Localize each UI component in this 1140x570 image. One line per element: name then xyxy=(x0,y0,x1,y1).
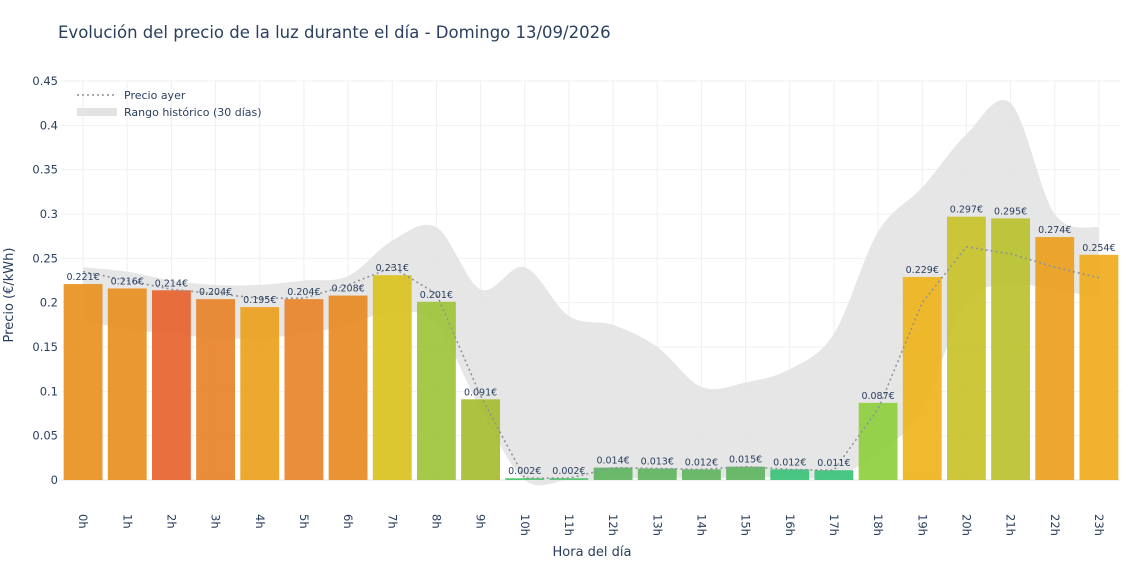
price-bar xyxy=(726,466,766,480)
y-tick-label: 0.35 xyxy=(32,163,58,177)
x-tick-label: 15h xyxy=(739,514,753,536)
bar-value-label: 0.295€ xyxy=(994,206,1027,217)
x-tick-label: 9h xyxy=(474,514,488,529)
bar-value-label: 0.011€ xyxy=(817,458,850,469)
bar-value-label: 0.208€ xyxy=(331,284,364,295)
price-bar xyxy=(107,288,147,480)
y-axis-title: Precio (€/kWh) xyxy=(2,248,17,343)
legend-label-range: Rango histórico (30 días) xyxy=(124,106,262,119)
x-tick-label: 6h xyxy=(341,514,355,529)
bar-value-label: 0.216€ xyxy=(111,276,144,287)
bar-value-label: 0.013€ xyxy=(641,456,674,467)
price-bar xyxy=(505,478,545,480)
x-tick-label: 11h xyxy=(562,514,576,536)
bar-value-label: 0.195€ xyxy=(243,295,276,306)
x-tick-label: 0h xyxy=(76,514,90,529)
yesterday-price-line xyxy=(82,245,1100,480)
y-tick-label: 0.3 xyxy=(40,207,58,221)
price-bar xyxy=(461,399,501,480)
price-bar xyxy=(240,307,280,480)
price-bar xyxy=(770,469,810,480)
bar-value-label: 0.002€ xyxy=(508,466,541,477)
x-tick-label: 14h xyxy=(694,514,708,536)
price-bar xyxy=(681,469,721,480)
legend-label-yesterday: Precio ayer xyxy=(124,89,186,102)
price-bar xyxy=(284,299,324,480)
x-tick-label: 23h xyxy=(1092,514,1106,536)
price-bar xyxy=(372,275,412,480)
x-axis-title: Hora del día xyxy=(553,545,632,560)
x-tick-label: 17h xyxy=(827,514,841,536)
x-tick-label: 22h xyxy=(1048,514,1062,536)
price-bar xyxy=(946,216,986,480)
bar-data-labels: 0.221€ 0.216€ 0.214€ 0.204€ 0.195€ 0.204€ 0.20… xyxy=(66,205,1115,478)
bar-value-label: 0.091€ xyxy=(464,387,497,398)
bar-value-label: 0.231€ xyxy=(376,263,409,274)
price-bar xyxy=(151,290,191,480)
bar-value-label: 0.012€ xyxy=(773,457,806,468)
bar-value-label: 0.297€ xyxy=(950,205,983,216)
bar-value-label: 0.002€ xyxy=(552,466,585,477)
y-tick-label: 0.1 xyxy=(40,384,58,398)
x-tick-label: 12h xyxy=(606,514,620,536)
y-tick-label: 0.4 xyxy=(40,118,58,132)
price-bar xyxy=(1079,254,1119,480)
chart-title: Evolución del precio de la luz durante e… xyxy=(58,23,611,42)
price-bar xyxy=(991,218,1031,480)
axes: 0 0.05 0.1 0.15 0.2 0.25 0.3 0.35 0.4 0.45 0h 1h 2h 3… xyxy=(32,74,1106,536)
x-tick-label: 1h xyxy=(120,514,134,529)
bar-value-label: 0.015€ xyxy=(729,455,762,466)
x-tick-label: 3h xyxy=(209,514,223,529)
price-bar xyxy=(196,299,236,480)
price-bar xyxy=(63,284,103,480)
x-tick-label: 7h xyxy=(385,514,399,529)
x-tick-label: 21h xyxy=(1004,514,1018,536)
x-tick-label: 16h xyxy=(783,514,797,536)
y-tick-label: 0 xyxy=(51,473,58,487)
bar-value-label: 0.087€ xyxy=(861,391,894,402)
y-tick-label: 0.45 xyxy=(32,74,58,88)
x-tick-label: 18h xyxy=(871,514,885,536)
yesterday-price-polyline xyxy=(82,245,1100,480)
bar-value-label: 0.204€ xyxy=(199,287,232,298)
x-tick-label: 2h xyxy=(164,514,178,529)
price-bar xyxy=(416,301,456,480)
legend: Precio ayer Rango histórico (30 días) xyxy=(77,89,262,119)
price-bar xyxy=(858,402,898,480)
bar-value-label: 0.204€ xyxy=(287,287,320,298)
bar-value-label: 0.201€ xyxy=(420,290,453,301)
bar-value-label: 0.221€ xyxy=(66,272,99,283)
bar-value-label: 0.229€ xyxy=(906,265,939,276)
x-tick-label: 4h xyxy=(253,514,267,529)
bar-value-label: 0.214€ xyxy=(155,278,188,289)
x-tick-label: 20h xyxy=(959,514,973,536)
bar-value-label: 0.012€ xyxy=(685,457,718,468)
price-bar xyxy=(328,295,368,480)
x-tick-label: 5h xyxy=(297,514,311,529)
price-bar xyxy=(593,467,633,480)
y-tick-label: 0.15 xyxy=(32,340,58,354)
historical-range-area xyxy=(83,99,1099,486)
bar-value-label: 0.254€ xyxy=(1082,243,1115,254)
x-tick-label: 13h xyxy=(650,514,664,536)
legend-band-swatch xyxy=(77,108,117,116)
y-tick-label: 0.05 xyxy=(32,429,58,443)
y-tick-label: 0.2 xyxy=(40,296,58,310)
historical-range-band xyxy=(83,99,1099,486)
y-tick-label: 0.25 xyxy=(32,251,58,265)
bar-value-label: 0.014€ xyxy=(596,456,629,467)
x-tick-label: 10h xyxy=(518,514,532,536)
price-bar xyxy=(902,276,942,480)
price-bar xyxy=(637,468,677,480)
price-bar xyxy=(814,470,854,480)
price-bar xyxy=(549,478,589,480)
x-tick-label: 8h xyxy=(429,514,443,529)
bar-value-label: 0.274€ xyxy=(1038,225,1071,236)
price-bar xyxy=(1035,237,1075,480)
price-bars xyxy=(63,216,1119,480)
x-tick-label: 19h xyxy=(915,514,929,536)
